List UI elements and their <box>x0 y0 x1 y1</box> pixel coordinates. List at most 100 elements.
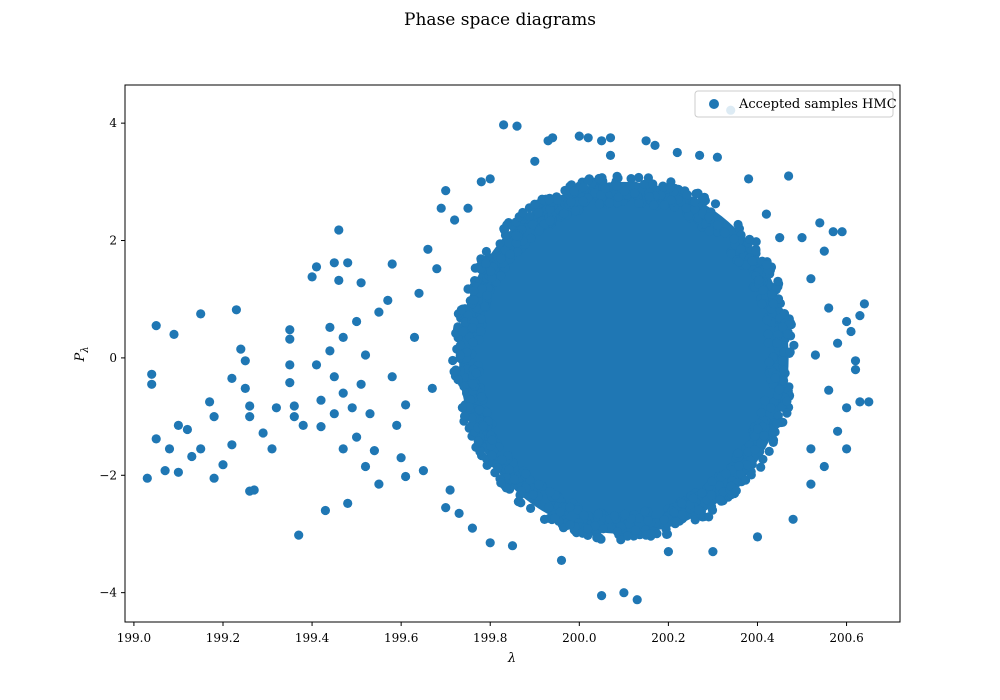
sample-point <box>712 227 722 237</box>
sample-point <box>806 274 816 284</box>
sample-point <box>855 311 865 321</box>
sample-point <box>806 444 816 454</box>
sample-point <box>325 322 335 332</box>
sample-point <box>474 405 484 415</box>
sample-point <box>828 227 838 237</box>
sample-point <box>515 490 525 500</box>
sample-point <box>436 203 446 213</box>
sample-point <box>528 490 538 500</box>
sample-point <box>758 285 768 295</box>
sample-point <box>387 259 397 269</box>
sample-point <box>307 272 317 282</box>
sample-point <box>609 511 620 521</box>
sample-point <box>707 476 717 486</box>
sample-point <box>454 508 464 518</box>
sample-point <box>451 365 461 375</box>
sample-point <box>539 514 550 525</box>
sample-point <box>476 177 486 187</box>
sample-point <box>774 385 784 395</box>
sample-point <box>294 530 304 540</box>
sample-point <box>271 403 281 413</box>
sample-point <box>485 538 495 548</box>
sample-point <box>559 208 569 219</box>
sample-point <box>445 485 455 495</box>
sample-point <box>458 326 468 337</box>
x-tick-label: 200.4 <box>740 631 775 645</box>
sample-point <box>383 295 393 305</box>
legend-box <box>694 90 894 118</box>
sample-point <box>142 473 152 483</box>
sample-point <box>325 346 335 356</box>
sample-point <box>761 209 772 219</box>
sample-point <box>453 375 463 385</box>
sample-point <box>785 347 795 357</box>
sample-point <box>482 407 492 418</box>
sample-point <box>699 192 710 202</box>
sample-point <box>427 383 437 393</box>
sample-point <box>756 438 766 448</box>
sample-point <box>209 473 219 483</box>
x-axis-ticks: 199.0 199.2 199.4 199.6 199.8 200.0 200.2 200.4… <box>117 622 864 645</box>
y-axis-label: Pλ <box>73 346 91 362</box>
sample-point <box>240 383 250 393</box>
sample-point <box>507 541 518 551</box>
sample-point <box>842 316 852 327</box>
sample-point <box>619 588 629 598</box>
sample-point <box>672 147 682 158</box>
chart-title: Phase space diagrams <box>404 10 596 30</box>
sample-point <box>763 329 773 339</box>
sample-point <box>481 246 491 257</box>
sample-point <box>570 206 581 216</box>
sample-point <box>504 238 514 248</box>
x-tick-label: 200.0 <box>562 631 596 645</box>
scatter-points-layer <box>142 105 874 605</box>
sample-point <box>374 479 384 489</box>
sample-point <box>620 509 630 520</box>
sample-point <box>338 388 348 398</box>
sample-point <box>460 317 470 327</box>
sample-point <box>747 256 757 266</box>
sample-point <box>360 461 371 472</box>
sample-point <box>706 490 717 500</box>
x-tick-label: 199.0 <box>117 631 151 645</box>
sample-point <box>640 506 650 516</box>
sample-point <box>147 379 157 389</box>
sample-point <box>374 307 384 317</box>
sample-point <box>289 401 299 411</box>
sample-point <box>320 505 330 516</box>
sample-point <box>490 468 500 478</box>
sample-point <box>766 403 776 413</box>
sample-point <box>619 186 630 196</box>
sample-point <box>512 121 522 131</box>
sample-point <box>672 517 682 527</box>
plot-frame <box>124 84 901 623</box>
sample-point <box>632 595 642 605</box>
sample-point <box>151 434 161 444</box>
sample-point <box>473 436 483 446</box>
sample-point <box>544 195 554 205</box>
sample-point <box>164 444 175 454</box>
sample-point <box>682 190 692 200</box>
sample-point <box>572 505 583 515</box>
sample-point <box>147 369 157 379</box>
sample-point <box>526 233 536 243</box>
sample-point <box>499 120 509 130</box>
sample-point <box>409 332 420 342</box>
sample-point <box>465 395 476 405</box>
sample-point <box>463 203 473 213</box>
sample-point <box>768 437 778 447</box>
sample-point <box>736 469 746 479</box>
dense-core <box>459 181 789 534</box>
sample-point <box>770 373 781 383</box>
sample-point <box>659 515 669 525</box>
sample-point <box>768 299 779 309</box>
sample-point <box>773 276 783 286</box>
sample-point <box>745 234 755 244</box>
legend-entry-label: Accepted samples HMC <box>738 97 897 112</box>
sample-point <box>227 373 237 383</box>
sample-point <box>441 186 451 196</box>
sample-point <box>245 412 255 422</box>
sample-point <box>594 173 604 184</box>
sample-point <box>476 392 487 402</box>
sample-point <box>467 323 477 333</box>
